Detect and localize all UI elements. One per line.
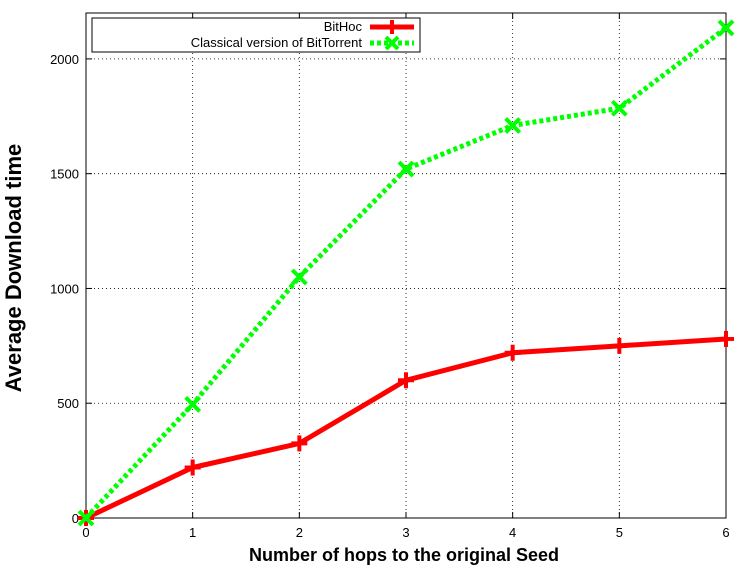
data-point	[398, 372, 414, 389]
axis-ticks: 0 1 2 3 4 5 6 0 500 1000 1500 2000	[50, 13, 730, 540]
y-tick-label: 0	[72, 511, 79, 526]
marker-x-b	[610, 99, 628, 117]
data-point	[504, 117, 522, 134]
data-point	[397, 160, 415, 178]
x-tick-label: 1	[189, 525, 196, 540]
grid-lines	[86, 13, 726, 518]
x-axis-title: Number of hops to the original Seed	[249, 545, 559, 565]
data-point	[610, 99, 628, 117]
x-tick-label: 5	[616, 525, 623, 540]
legend-marker-bittorrent	[384, 35, 400, 51]
data-point	[290, 268, 308, 286]
y-tick-label: 1000	[50, 281, 79, 296]
legend-box	[91, 17, 421, 53]
marker-x-b	[717, 19, 735, 37]
series-layer	[77, 19, 735, 527]
data-point	[611, 337, 628, 354]
data-point	[184, 459, 201, 476]
data-point	[717, 19, 735, 37]
series-1	[77, 19, 735, 527]
legend-marker-bithoc	[385, 20, 399, 34]
data-point	[504, 344, 521, 361]
marker-x-b	[504, 117, 522, 134]
data-point	[77, 509, 95, 527]
x-tick-label: 2	[296, 525, 303, 540]
marker-x-b	[184, 395, 202, 413]
legend-label-bittorrent: Classical version of BitTorrent	[191, 35, 363, 50]
x-tick-label: 3	[402, 525, 409, 540]
x-tick-label: 4	[509, 525, 516, 540]
series-0	[78, 330, 734, 526]
legend-label-bithoc: BitHoc	[324, 19, 363, 34]
legend: BitHoc Classical version of BitTorrent	[91, 17, 421, 53]
y-axis-title: Average Download time	[1, 144, 26, 393]
x-tick-label: 0	[82, 525, 89, 540]
data-point	[184, 395, 202, 413]
y-tick-label: 2000	[50, 52, 79, 67]
marker-x-b	[290, 268, 308, 286]
x-tick-label: 6	[722, 525, 729, 540]
data-point	[291, 435, 308, 452]
data-point	[718, 330, 734, 347]
y-tick-label: 1500	[50, 167, 79, 182]
marker-x-b	[397, 160, 415, 178]
y-tick-label: 500	[57, 396, 79, 411]
marker-x-b	[77, 509, 95, 527]
